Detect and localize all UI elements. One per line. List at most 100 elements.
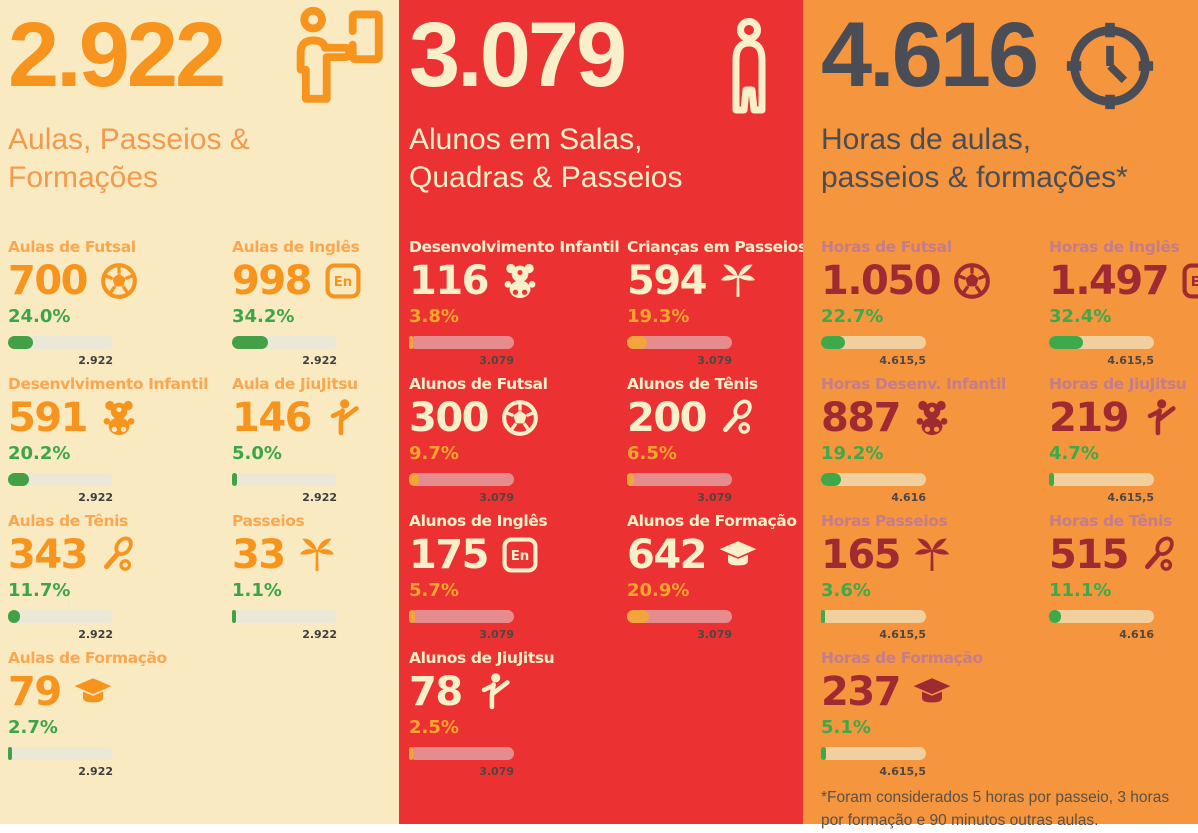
futsal-icon [500, 398, 540, 438]
stat-value-row: 78 [409, 670, 627, 714]
stat-title: Passeios [232, 512, 305, 530]
progress-bar-track [1049, 473, 1154, 486]
progress-bar-fill [409, 336, 413, 349]
stat-title: Horas Passeios [821, 512, 948, 530]
stat-title: Horas de Inglês [1049, 238, 1180, 256]
stat-percent: 11.1% [1049, 580, 1112, 601]
stat-title: Alunos de Formação [627, 512, 797, 530]
stat-title: Alunos de Inglês [409, 512, 548, 530]
stat-value: 78 [409, 669, 463, 715]
stat-value: 237 [821, 669, 902, 715]
stat-percent: 24.0% [8, 306, 71, 327]
en-badge-icon [1180, 261, 1198, 301]
stat-value: 642 [627, 532, 708, 578]
stat-value-row: 642 [627, 533, 807, 577]
progress-bar-track [821, 747, 926, 760]
stat-title: Horas de Futsal [821, 238, 952, 256]
stat-card: Alunos de Inglês 175 5.7% 3.079 [409, 512, 627, 649]
stat-card: Alunos de Formação 642 20.9% 3.079 [627, 512, 807, 649]
stat-title: Desenvlvimento Infantil [8, 375, 209, 393]
column-header: 3.079 Alunos em Salas, Quadras & Passeio… [409, 0, 799, 232]
stat-total-label: 2.922 [78, 491, 113, 504]
progress-bar-track [8, 610, 113, 623]
progress-bar-track [1049, 336, 1154, 349]
stat-card: Horas de Formação 237 5.1% 4.615,5 [821, 649, 1049, 786]
stat-total-label: 2.922 [302, 354, 337, 367]
progress-bar-fill [409, 747, 413, 760]
stat-value: 1.050 [821, 258, 942, 304]
stat-total-label: 2.922 [78, 765, 113, 778]
stat-total-label: 3.079 [479, 491, 514, 504]
stat-title: Horas de Tênis [1049, 512, 1172, 530]
stat-total-label: 3.079 [479, 765, 514, 778]
column-total-number: 3.079 [409, 4, 627, 106]
column-aulas: 2.922 Aulas, Passeios & Formações Aulas … [0, 0, 399, 824]
stat-card: Crianças em Passeios 594 19.3% 3.079 [627, 238, 807, 375]
stat-percent: 20.9% [627, 580, 690, 601]
progress-bar-fill [409, 610, 415, 623]
column-total-number: 4.616 [821, 4, 1039, 106]
progress-bar-track [821, 336, 926, 349]
palm-tree-icon [912, 535, 952, 575]
tennis-racket-icon [1140, 535, 1180, 575]
stat-percent: 5.0% [232, 443, 282, 464]
stat-percent: 1.1% [232, 580, 282, 601]
column-total-number: 2.922 [8, 4, 226, 106]
stat-card: Horas Desenv. Infantil 887 19.2% 4.616 [821, 375, 1049, 512]
stat-card: Horas Passeios 165 3.6% 4.615,5 [821, 512, 1049, 649]
teddy-bear-icon [912, 398, 952, 438]
stat-percent: 6.5% [627, 443, 677, 464]
stat-value: 591 [8, 395, 89, 441]
stat-value: 219 [1049, 395, 1130, 441]
progress-bar-track [8, 473, 113, 486]
stat-value: 1.497 [1049, 258, 1170, 304]
stat-total-label: 3.079 [479, 354, 514, 367]
progress-bar-track [821, 610, 926, 623]
stat-title: Desenvolvimento Infantil [409, 238, 620, 256]
progress-bar-track [8, 747, 113, 760]
progress-bar-track [409, 473, 514, 486]
futsal-icon [99, 261, 139, 301]
stat-percent: 32.4% [1049, 306, 1112, 327]
progress-bar-fill [1049, 336, 1084, 349]
karate-kick-icon [1140, 398, 1180, 438]
stat-value-row: 237 [821, 670, 1049, 714]
stat-value-row: 116 [409, 259, 627, 303]
tennis-racket-icon [718, 398, 758, 438]
column-header: 4.616 Horas de aulas, passeios & formaçõ… [821, 0, 1190, 232]
progress-bar-track [409, 610, 514, 623]
stat-value: 175 [409, 532, 490, 578]
stat-percent: 3.6% [821, 580, 871, 601]
stat-value: 200 [627, 395, 708, 441]
progress-bar-track [409, 747, 514, 760]
stat-value: 700 [8, 258, 89, 304]
column-subtitle: Aulas, Passeios & Formações [8, 123, 250, 195]
stat-value-row: 165 [821, 533, 1049, 577]
stat-title: Aulas de Inglês [232, 238, 360, 256]
stat-value-row: 200 [627, 396, 807, 440]
stat-total-label: 3.079 [697, 491, 732, 504]
progress-bar-fill [232, 610, 236, 623]
stat-card: Aulas de Formação 79 2.7% 2.922 [8, 649, 232, 786]
stat-value-row: 343 [8, 533, 232, 577]
progress-bar-fill [1049, 610, 1061, 623]
stat-value: 515 [1049, 532, 1130, 578]
progress-bar-fill [8, 473, 30, 486]
stat-card: Alunos de Futsal 300 9.7% 3.079 [409, 375, 627, 512]
progress-bar-track [409, 336, 514, 349]
stat-value: 33 [232, 532, 286, 578]
stat-value: 79 [8, 669, 62, 715]
stat-card: Alunos de Tênis 200 6.5% 3.079 [627, 375, 807, 512]
progress-bar-fill [409, 473, 420, 486]
progress-bar-track [627, 610, 732, 623]
progress-bar-fill [821, 336, 845, 349]
stat-percent: 3.8% [409, 306, 459, 327]
stat-value-row: 700 [8, 259, 232, 303]
stat-value-row: 1.497 [1049, 259, 1198, 303]
stat-total-label: 3.079 [697, 628, 732, 641]
stat-total-label: 2.922 [78, 354, 113, 367]
stat-title: Alunos de Tênis [627, 375, 758, 393]
stat-value: 998 [232, 258, 313, 304]
stat-title: Aula de JiuJitsu [232, 375, 358, 393]
stat-percent: 19.2% [821, 443, 884, 464]
